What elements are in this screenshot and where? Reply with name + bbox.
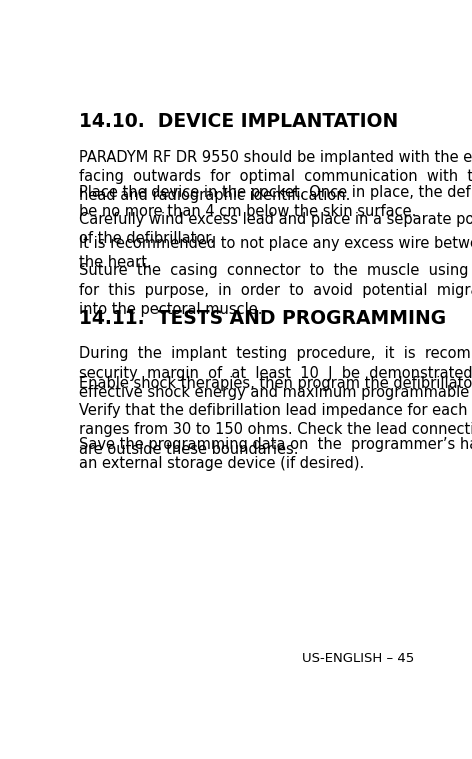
Text: US-ENGLISH – 45: US-ENGLISH – 45	[302, 652, 414, 665]
Text: Save the programming data on  the  programmer’s hard disk and on
an external sto: Save the programming data on the program…	[79, 437, 472, 471]
Text: Enable shock therapies, then program the defibrillator.: Enable shock therapies, then program the…	[79, 376, 472, 391]
Text: 14.10.  DEVICE IMPLANTATION: 14.10. DEVICE IMPLANTATION	[79, 112, 398, 131]
Text: Carefully wind excess lead and place in a separate pocket to the side
of the def: Carefully wind excess lead and place in …	[79, 212, 472, 246]
Text: During  the  implant  testing  procedure,  it  is  recommended  that  a
security: During the implant testing procedure, it…	[79, 346, 472, 400]
Text: 14.11.  TESTS AND PROGRAMMING: 14.11. TESTS AND PROGRAMMING	[79, 309, 446, 328]
Text: PARADYM RF DR 9550 should be implanted with the engraved side
facing  outwards  : PARADYM RF DR 9550 should be implanted w…	[79, 150, 472, 203]
Text: Verify that the defibrillation lead impedance for each shock delivered
ranges fr: Verify that the defibrillation lead impe…	[79, 403, 472, 457]
Text: Place the device in the pocket. Once in place, the defibrillator should
be no mo: Place the device in the pocket. Once in …	[79, 184, 472, 219]
Text: It is recommended to not place any excess wire between the can and
the heart.: It is recommended to not place any exces…	[79, 236, 472, 270]
Text: Suture  the  casing  connector  to  the  muscle  using  the  hole  provided
for : Suture the casing connector to the muscl…	[79, 263, 472, 317]
